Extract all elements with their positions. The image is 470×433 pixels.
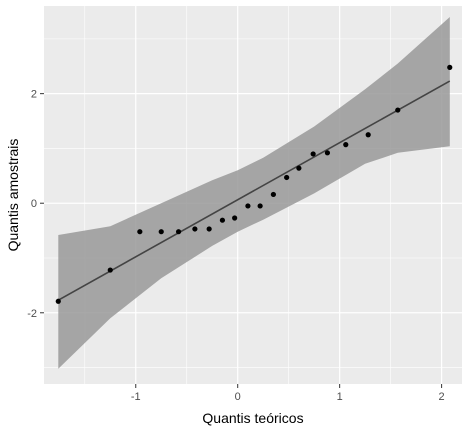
data-points [55,64,453,304]
x-tick-label: 0 [235,391,241,403]
data-point [310,151,316,157]
x-axis-ticks: -1 0 1 2 [131,384,445,403]
confidence-band [58,17,450,369]
reference-line [57,80,451,301]
y-tick-label: 0 [31,198,37,210]
y-tick-label: 2 [31,89,37,101]
data-point [296,165,302,171]
x-axis-title: Quantis teóricos [202,410,303,426]
data-point [192,226,198,232]
data-point [324,150,331,156]
data-point [343,142,349,148]
data-point [257,203,263,209]
data-point [245,203,251,209]
x-tick-label: -1 [131,391,141,403]
data-point [365,132,371,138]
data-point [219,217,226,223]
data-point [232,215,238,221]
data-point [175,229,182,235]
data-point [284,174,290,181]
y-axis-title: Quantis amostrais [5,139,21,252]
y-axis-ticks: -2 0 2 [27,89,44,320]
y-tick-label: -2 [27,308,37,320]
x-tick-label: 1 [337,391,343,403]
x-tick-label: 2 [439,391,445,403]
data-point [206,226,212,232]
data-point [158,229,164,235]
data-point [395,107,401,113]
data-point [137,229,143,235]
data-point [447,64,453,70]
data-point [55,298,61,304]
data-point [270,191,276,198]
data-point [107,267,113,273]
